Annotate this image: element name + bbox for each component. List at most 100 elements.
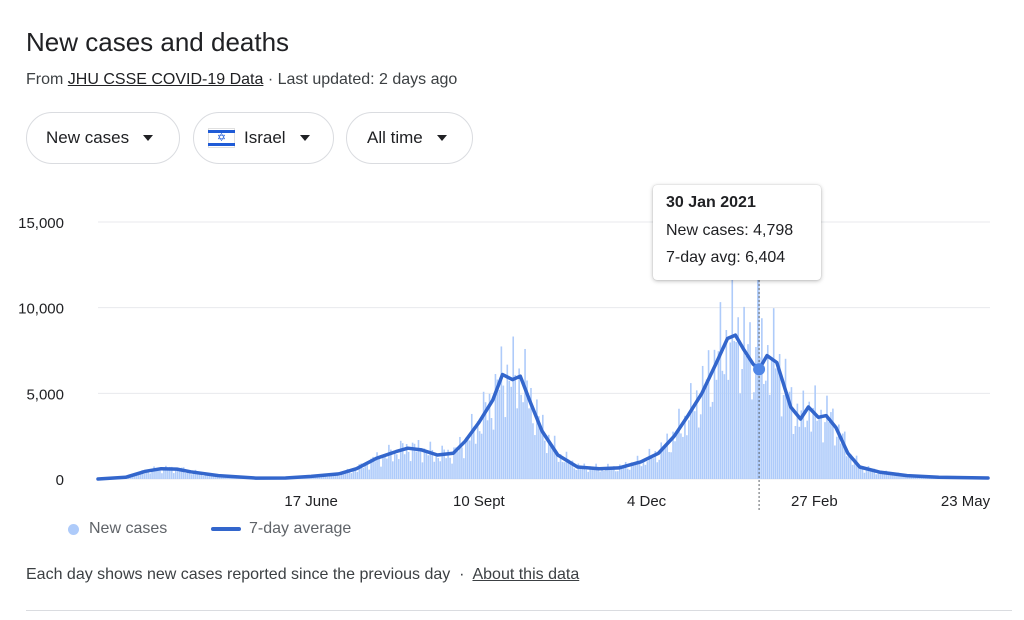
daily-bar bbox=[342, 472, 345, 479]
daily-bar bbox=[370, 458, 372, 479]
daily-bar bbox=[693, 411, 696, 479]
x-tick-label: 27 Feb bbox=[791, 493, 838, 510]
daily-bar bbox=[727, 379, 730, 479]
daily-bar bbox=[445, 458, 447, 479]
daily-bar bbox=[346, 468, 349, 479]
daily-bar bbox=[646, 461, 649, 479]
daily-bar bbox=[192, 470, 195, 479]
daily-bar bbox=[522, 402, 524, 479]
y-tick-label: 5,000 bbox=[26, 386, 64, 403]
daily-bar bbox=[545, 453, 548, 479]
daily-bar bbox=[141, 470, 144, 479]
daily-bar bbox=[861, 466, 864, 479]
daily-bar bbox=[435, 452, 438, 479]
daily-bar bbox=[451, 463, 453, 479]
daily-bar bbox=[350, 473, 353, 479]
country-label: Israel bbox=[244, 128, 286, 147]
daily-bar bbox=[200, 472, 203, 479]
daily-bar bbox=[433, 461, 436, 479]
daily-bar bbox=[666, 433, 668, 479]
daily-bar bbox=[741, 369, 743, 479]
chart-tooltip: 30 Jan 2021 New cases: 4,798 7-day avg: … bbox=[653, 185, 821, 280]
daily-bar bbox=[656, 462, 659, 479]
daily-bar bbox=[368, 469, 370, 479]
daily-bar bbox=[634, 463, 637, 479]
daily-bar bbox=[836, 436, 838, 479]
daily-bar bbox=[516, 408, 518, 479]
daily-bar bbox=[905, 476, 907, 479]
daily-bar bbox=[615, 471, 617, 479]
daily-bar bbox=[798, 426, 801, 479]
source-prefix: From bbox=[26, 71, 64, 88]
x-tick-label: 4 Dec bbox=[627, 493, 667, 510]
page-title: New cases and deaths bbox=[26, 27, 290, 57]
about-data-link[interactable]: About this data bbox=[472, 566, 580, 583]
daily-bar bbox=[315, 477, 317, 479]
daily-bar bbox=[816, 420, 818, 479]
daily-bar bbox=[711, 401, 714, 479]
range-dropdown[interactable]: All time bbox=[346, 112, 473, 164]
daily-bar bbox=[899, 475, 901, 479]
daily-bar bbox=[157, 468, 159, 479]
daily-bar bbox=[411, 442, 414, 479]
daily-bar bbox=[459, 436, 461, 479]
daily-bar bbox=[591, 468, 593, 479]
daily-bar bbox=[855, 455, 858, 479]
daily-bar bbox=[644, 464, 647, 479]
daily-bar bbox=[674, 441, 676, 479]
daily-bar bbox=[320, 476, 323, 479]
daily-bar bbox=[901, 474, 903, 479]
daily-bar bbox=[603, 470, 605, 479]
daily-bar bbox=[520, 394, 522, 479]
daily-bar bbox=[188, 471, 191, 479]
daily-bar bbox=[165, 465, 167, 479]
daily-bar bbox=[453, 447, 455, 479]
daily-bar bbox=[382, 455, 384, 479]
metric-dropdown[interactable]: New cases bbox=[26, 112, 180, 164]
daily-bar bbox=[439, 461, 441, 479]
daily-bar bbox=[682, 436, 684, 479]
daily-bar bbox=[668, 452, 670, 479]
daily-bar bbox=[784, 358, 787, 479]
daily-bar bbox=[618, 464, 621, 479]
daily-bar bbox=[344, 473, 347, 479]
daily-bar bbox=[628, 469, 631, 479]
daily-bar bbox=[593, 468, 595, 479]
daily-bar bbox=[626, 468, 629, 479]
daily-bar bbox=[196, 473, 199, 479]
daily-bar bbox=[806, 420, 809, 479]
daily-bar bbox=[395, 454, 398, 479]
chevron-down-icon bbox=[436, 135, 447, 141]
daily-bar bbox=[145, 472, 147, 479]
daily-bar bbox=[490, 418, 493, 479]
daily-bar bbox=[547, 434, 550, 479]
daily-bar bbox=[680, 433, 682, 479]
daily-bar bbox=[476, 421, 479, 479]
daily-bar bbox=[761, 318, 763, 479]
daily-bar bbox=[330, 473, 333, 479]
daily-bar bbox=[182, 467, 185, 479]
daily-bar bbox=[390, 449, 392, 479]
daily-bar bbox=[338, 476, 341, 479]
daily-bar bbox=[468, 440, 471, 479]
country-dropdown[interactable]: ✡ Israel bbox=[193, 112, 334, 164]
daily-bar bbox=[496, 379, 499, 479]
daily-bar bbox=[818, 417, 820, 479]
daily-bar bbox=[871, 468, 874, 479]
daily-bar bbox=[494, 374, 497, 479]
daily-bar bbox=[372, 456, 374, 479]
cases-chart[interactable]: 0 5,000 10,000 15,000 17 June 10 Sept 4 Dec 27 … bbox=[0, 180, 1010, 520]
daily-bar bbox=[194, 469, 197, 479]
daily-bar bbox=[569, 464, 572, 479]
daily-bar bbox=[510, 386, 513, 479]
daily-bar bbox=[707, 350, 710, 479]
daily-bar bbox=[403, 454, 406, 479]
y-tick-label: 0 bbox=[56, 472, 64, 489]
daily-bar bbox=[916, 477, 919, 479]
daily-bar bbox=[500, 346, 503, 479]
daily-bar bbox=[719, 302, 722, 479]
daily-bar bbox=[705, 379, 708, 479]
daily-bar bbox=[814, 385, 816, 479]
daily-bar bbox=[891, 473, 893, 479]
source-link[interactable]: JHU CSSE COVID-19 Data bbox=[67, 71, 264, 88]
